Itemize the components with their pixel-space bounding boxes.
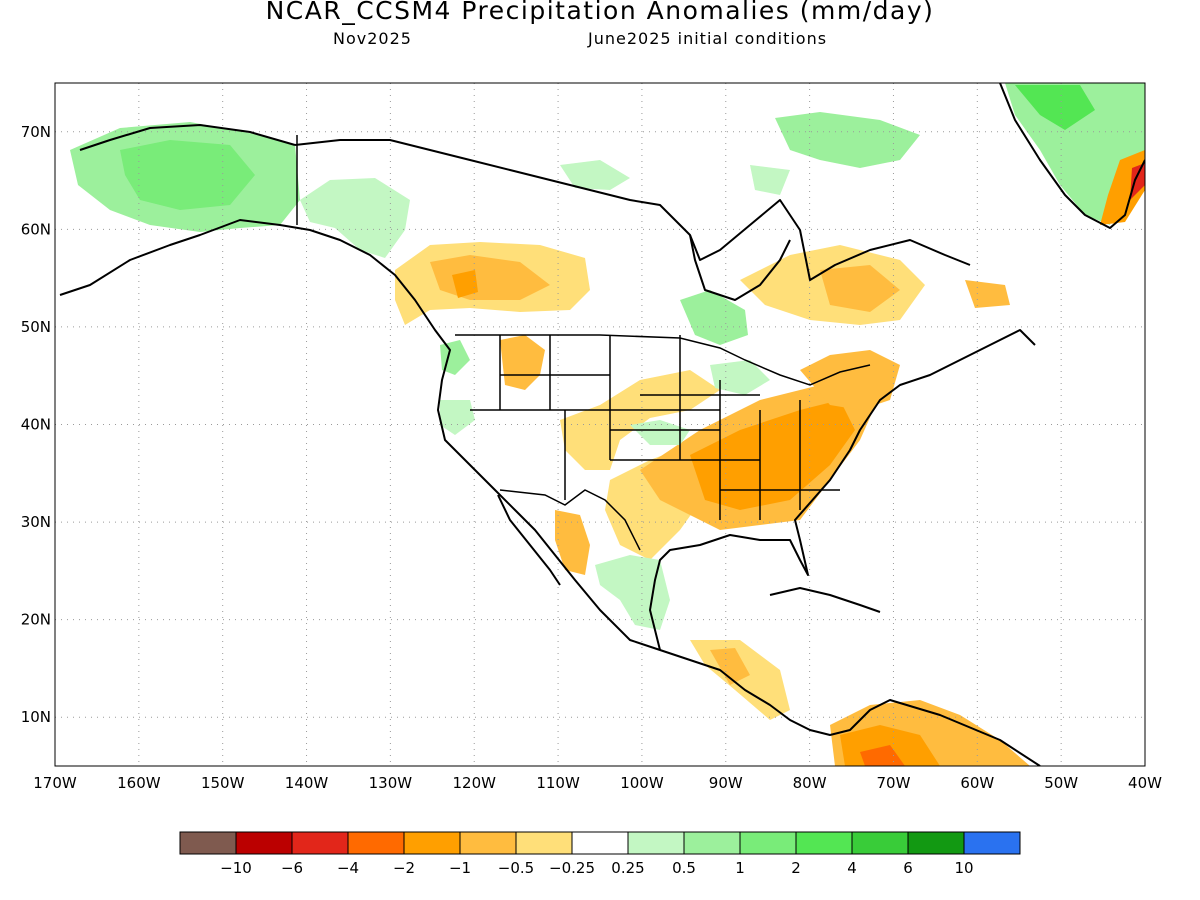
midwest-wet-region bbox=[630, 420, 690, 445]
arctic-wet-region-2 bbox=[775, 112, 920, 168]
latitude-label: 50N bbox=[21, 318, 51, 336]
political-borders bbox=[296, 135, 871, 551]
gulf-coastline bbox=[649, 329, 1036, 651]
north-america-coastline bbox=[59, 219, 1041, 766]
labrador-dry-region bbox=[965, 280, 1010, 308]
longitude-label: 130W bbox=[369, 774, 413, 792]
pacific-nw-wet-region-2 bbox=[440, 400, 475, 435]
forecast-month: Nov2025 bbox=[333, 29, 412, 48]
cuba-coastline bbox=[769, 587, 881, 613]
longitude-label: 40W bbox=[1128, 774, 1162, 792]
colorbar bbox=[179, 831, 1021, 855]
baja-coastline bbox=[497, 494, 561, 586]
longitude-label: 160W bbox=[117, 774, 161, 792]
colorbar-tick-label: −1 bbox=[449, 859, 471, 877]
mexico-dry-region bbox=[555, 510, 590, 575]
longitude-labels: 170W 160W 150W 140W 130W 120W 110W 100W 90W 80W 70… bbox=[33, 774, 1162, 792]
northern-rockies-dry bbox=[500, 335, 545, 390]
great-lakes-wet-region bbox=[710, 360, 770, 395]
central-america-dry-core bbox=[710, 648, 750, 685]
longitude-label: 70W bbox=[877, 774, 911, 792]
colorbar-swatch bbox=[235, 831, 293, 855]
canada-dry-peak bbox=[452, 270, 478, 298]
colorbar-swatch bbox=[683, 831, 741, 855]
greenland-dry-core bbox=[1130, 163, 1145, 200]
initial-conditions-label: June2025 initial conditions bbox=[588, 29, 828, 48]
canada-wet-region bbox=[680, 290, 748, 345]
pacific-nw-wet-region bbox=[440, 340, 470, 375]
colorbar-tick-label: −10 bbox=[220, 859, 252, 877]
colorbar-swatch bbox=[851, 831, 909, 855]
longitude-label: 80W bbox=[793, 774, 827, 792]
greenland-wet-core bbox=[1015, 85, 1095, 130]
latitude-label: 20N bbox=[21, 611, 51, 629]
latitude-label: 40N bbox=[21, 416, 51, 434]
yukon-wet-region bbox=[300, 178, 410, 258]
colorbar-swatch bbox=[179, 831, 237, 855]
hudson-bay-coastline bbox=[689, 234, 791, 301]
south-america-dry-peak bbox=[860, 745, 905, 766]
colorbar-tick-label: 4 bbox=[847, 859, 857, 877]
colorbar-swatch bbox=[963, 831, 1021, 855]
map-title: NCAR_CCSM4 Precipitation Anomalies (mm/d… bbox=[265, 0, 935, 25]
alaska-wet-core bbox=[120, 140, 255, 210]
colorbar-swatch bbox=[795, 831, 853, 855]
colorbar-swatch bbox=[739, 831, 797, 855]
arctic-wet-region-3 bbox=[750, 165, 790, 195]
colorbar-tick-label: −4 bbox=[337, 859, 359, 877]
longitude-label: 170W bbox=[33, 774, 77, 792]
colorbar-swatch bbox=[291, 831, 349, 855]
longitude-label: 100W bbox=[620, 774, 664, 792]
latitude-label: 30N bbox=[21, 513, 51, 531]
map-frame bbox=[54, 82, 1146, 767]
longitude-label: 120W bbox=[452, 774, 496, 792]
arctic-wet-region bbox=[560, 160, 630, 190]
colorbar-swatch bbox=[347, 831, 405, 855]
longitude-label: 110W bbox=[536, 774, 580, 792]
colorbar-tick-label: −2 bbox=[393, 859, 415, 877]
longitude-label: 90W bbox=[709, 774, 743, 792]
southeast-dry-core bbox=[690, 400, 855, 510]
northeast-dry-region bbox=[800, 350, 900, 410]
latitude-label: 10N bbox=[21, 708, 51, 726]
colorbar-swatch bbox=[627, 831, 685, 855]
colorbar-swatch bbox=[459, 831, 517, 855]
colorbar-swatch bbox=[403, 831, 461, 855]
colorbar-tick-label: 2 bbox=[791, 859, 801, 877]
anomaly-shading bbox=[70, 83, 1145, 766]
colorbar-tick-label: 0.25 bbox=[611, 859, 644, 877]
colorbar-swatch bbox=[515, 831, 573, 855]
latitude-labels: 70N 60N 50N 40N 30N 20N 10N bbox=[21, 123, 51, 726]
longitude-label: 50W bbox=[1044, 774, 1078, 792]
greenland-coastline bbox=[999, 83, 1145, 229]
colorbar-tick-label: 6 bbox=[903, 859, 913, 877]
us-canada-border bbox=[455, 334, 871, 386]
longitude-label: 60W bbox=[960, 774, 994, 792]
colorbar-tick-label: 1 bbox=[735, 859, 745, 877]
latitude-label: 60N bbox=[21, 220, 51, 238]
longitude-label: 140W bbox=[285, 774, 329, 792]
state-borders bbox=[470, 335, 840, 520]
us-mexico-border bbox=[499, 489, 641, 551]
longitude-label: 150W bbox=[201, 774, 245, 792]
coastlines bbox=[59, 83, 1145, 766]
colorbar-tick-label: −0.5 bbox=[498, 859, 534, 877]
colorbar-tick-label: 0.5 bbox=[672, 859, 696, 877]
alaska-coastline bbox=[79, 124, 296, 151]
colorbar-labels: −10 −6 −4 −2 −1 −0.5 −0.25 0.25 0.5 1 2 4 6 10 bbox=[220, 859, 973, 877]
quebec-dry-core bbox=[820, 265, 900, 312]
arctic-coastline bbox=[294, 139, 971, 281]
latitude-label: 70N bbox=[21, 123, 51, 141]
colorbar-tick-label: −0.25 bbox=[549, 859, 595, 877]
colorbar-tick-label: −6 bbox=[281, 859, 303, 877]
colorbar-swatch bbox=[907, 831, 965, 855]
colorbar-tick-label: 10 bbox=[954, 859, 973, 877]
colorbar-swatch bbox=[571, 831, 629, 855]
